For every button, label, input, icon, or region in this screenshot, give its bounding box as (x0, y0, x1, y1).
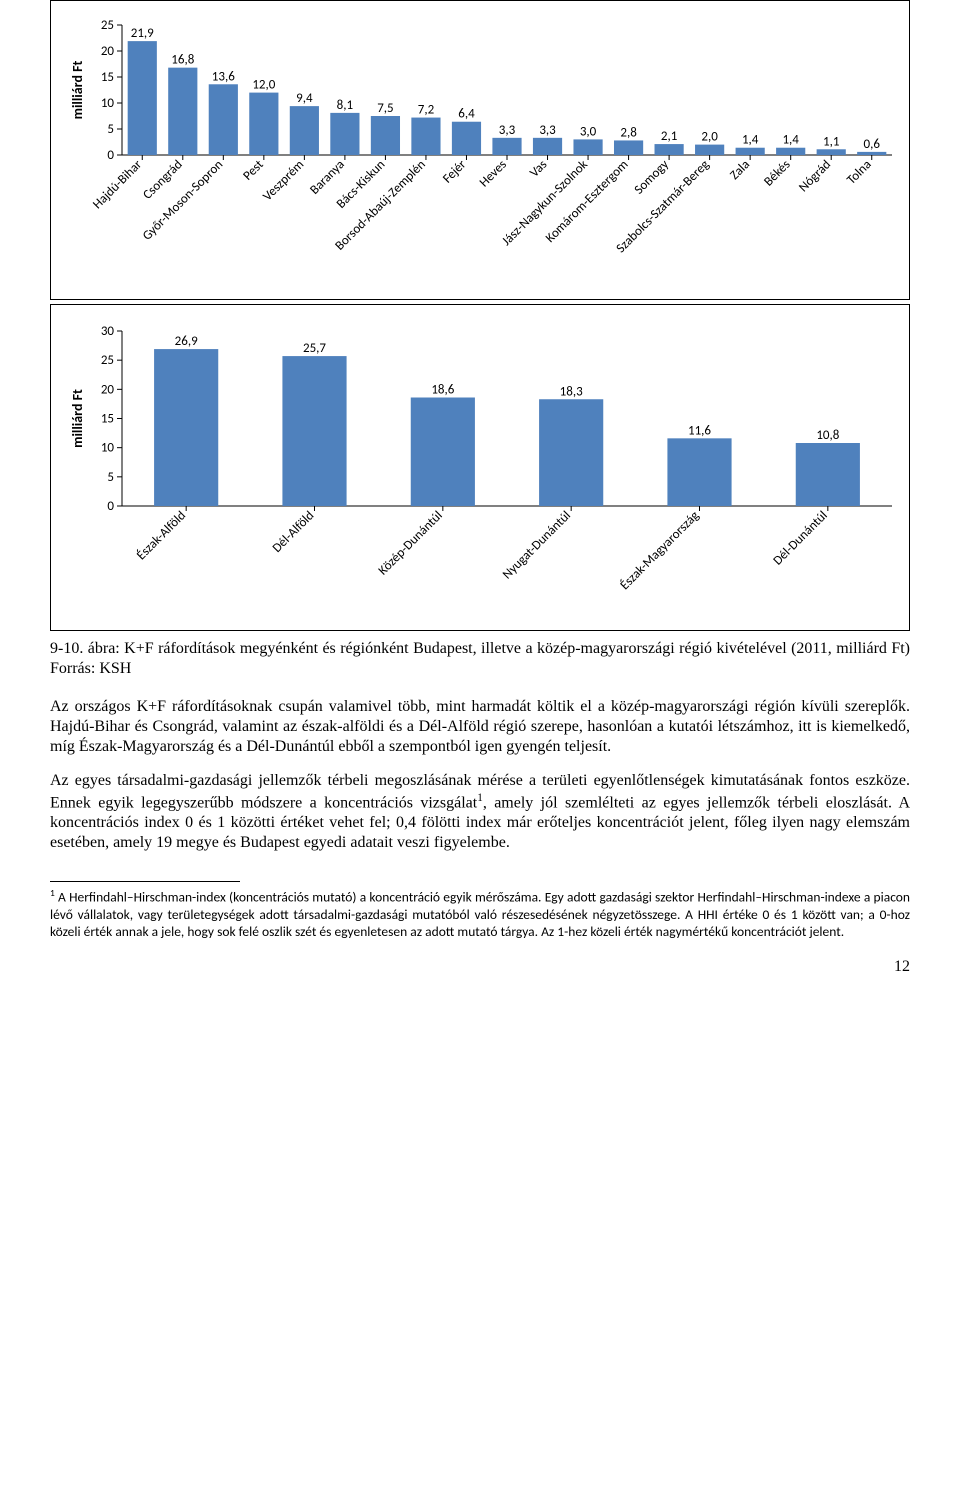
page-number: 12 (50, 958, 910, 976)
svg-text:10: 10 (101, 441, 115, 456)
svg-text:7,5: 7,5 (377, 101, 393, 116)
svg-text:25,7: 25,7 (303, 341, 326, 356)
svg-text:Békés: Békés (761, 157, 793, 189)
svg-text:7,2: 7,2 (418, 103, 435, 118)
svg-text:Baranya: Baranya (307, 157, 348, 198)
svg-text:2,8: 2,8 (620, 125, 637, 140)
footnote-body: A Herfindahl–Hirschman-index (koncentrác… (50, 889, 910, 940)
svg-text:21,9: 21,9 (131, 26, 154, 41)
svg-text:Somogy: Somogy (632, 157, 672, 197)
svg-text:26,9: 26,9 (175, 334, 198, 349)
svg-text:12,0: 12,0 (252, 78, 275, 93)
svg-text:10,8: 10,8 (816, 428, 839, 443)
svg-text:Hajdú-Bihar: Hajdú-Bihar (90, 157, 145, 212)
paragraph-1: Az országos K+F ráfordításoknak csupán v… (50, 697, 910, 757)
svg-text:10: 10 (101, 96, 115, 111)
svg-text:18,6: 18,6 (431, 383, 454, 398)
svg-text:3,3: 3,3 (499, 123, 516, 138)
figure-caption: 9-10. ábra: K+F ráfordítások megyénként … (50, 639, 910, 679)
svg-text:9,4: 9,4 (296, 91, 313, 106)
chart2-frame: 0 5 10 15 20 25 30 milliárd Ft 26,9 Észak-Alföld 2… (50, 304, 910, 631)
svg-text:Nógrád: Nógrád (796, 157, 834, 195)
svg-text:1,4: 1,4 (782, 133, 799, 148)
svg-text:25: 25 (101, 353, 114, 368)
svg-text:Pest: Pest (240, 157, 267, 184)
svg-text:0,6: 0,6 (864, 137, 881, 152)
svg-text:16,8: 16,8 (171, 53, 194, 68)
svg-text:Dél-Alföld: Dél-Alföld (270, 508, 318, 556)
svg-text:Nyugat-Dunántúl: Nyugat-Dunántúl (500, 508, 574, 582)
svg-text:milliárd Ft: milliárd Ft (69, 60, 86, 119)
footnote-separator (50, 881, 240, 882)
chart2: 0 5 10 15 20 25 30 milliárd Ft 26,9 Észak-Alföld 2… (55, 311, 905, 626)
svg-text:3,0: 3,0 (580, 124, 597, 139)
paragraph-2: Az egyes társadalmi-gazdasági jellemzők … (50, 771, 910, 853)
svg-text:18,3: 18,3 (560, 384, 583, 399)
svg-text:15: 15 (101, 412, 114, 427)
svg-text:milliárd Ft: milliárd Ft (69, 389, 86, 448)
svg-text:Fejér: Fejér (440, 157, 470, 187)
svg-text:1,1: 1,1 (823, 134, 839, 149)
svg-text:20: 20 (101, 382, 115, 397)
svg-text:13,6: 13,6 (212, 69, 235, 84)
svg-text:2,1: 2,1 (661, 129, 677, 144)
svg-text:8,1: 8,1 (337, 98, 353, 113)
svg-text:Veszprém: Veszprém (260, 157, 307, 204)
svg-text:0: 0 (107, 499, 114, 514)
svg-text:5: 5 (107, 122, 114, 137)
svg-text:5: 5 (107, 470, 114, 485)
chart1: 0 5 10 15 20 25 milliárd Ft 21,9 Hajdú-Bihar 16,8… (55, 7, 905, 295)
svg-text:1,4: 1,4 (742, 133, 759, 148)
svg-text:30: 30 (101, 324, 115, 339)
svg-text:15: 15 (101, 70, 114, 85)
chart1-frame: 0 5 10 15 20 25 milliárd Ft 21,9 Hajdú-Bihar 16,8… (50, 0, 910, 300)
svg-text:6,4: 6,4 (458, 107, 475, 122)
svg-text:Észak-Alföld: Észak-Alföld (134, 508, 189, 563)
svg-text:11,6: 11,6 (688, 423, 711, 438)
footnote-text: 1 A Herfindahl–Hirschman-index (koncentr… (50, 888, 910, 940)
svg-text:Észak-Magyarország: Észak-Magyarország (617, 508, 702, 593)
svg-text:Heves: Heves (477, 157, 510, 190)
svg-text:20: 20 (101, 44, 115, 59)
svg-text:Vas: Vas (527, 157, 550, 180)
svg-text:Közép-Dunántúl: Közép-Dunántúl (376, 508, 446, 578)
svg-text:2,0: 2,0 (701, 130, 718, 145)
svg-text:Tolna: Tolna (844, 157, 874, 187)
svg-text:3,3: 3,3 (539, 123, 556, 138)
svg-text:Zala: Zala (727, 157, 753, 183)
svg-text:0: 0 (107, 148, 114, 163)
svg-text:25: 25 (101, 18, 114, 33)
svg-text:Dél-Dunántúl: Dél-Dunántúl (770, 508, 830, 568)
